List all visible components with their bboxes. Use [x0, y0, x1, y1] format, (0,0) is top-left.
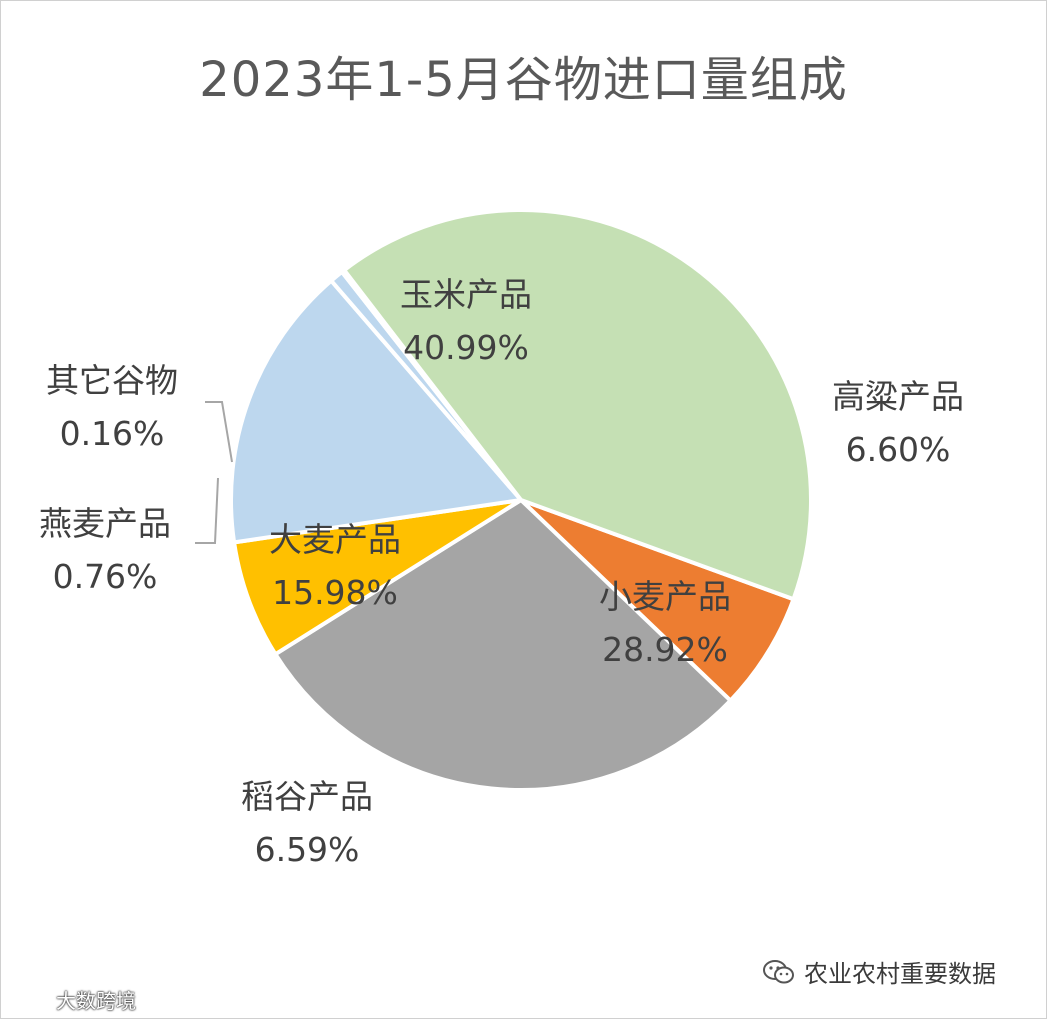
- leader-line: [195, 477, 219, 544]
- pie-slice: [232, 498, 523, 657]
- slice-labels: 高粱产品 6.60% 小麦产品 28.92% 稻谷产品 6.59% 大麦产品 15.98% 燕麦…: [39, 275, 964, 869]
- chart-title: 2023年1-5月谷物进口量组成: [199, 52, 848, 108]
- slice-value-label: 6.60%: [846, 430, 951, 469]
- slice-value-label: 28.92%: [602, 630, 728, 669]
- slice-value-label: 0.16%: [60, 414, 165, 453]
- leader-lines: [195, 401, 233, 544]
- slice-category-label: 玉米产品: [400, 275, 532, 314]
- slice-value-label: 6.59%: [255, 830, 360, 869]
- watermark-right-text: 农业农村重要数据: [804, 960, 996, 988]
- watermark-left: 大数跨境: [10, 985, 136, 1014]
- pie-slice: [273, 498, 733, 792]
- slice-value-label: 0.76%: [53, 557, 158, 596]
- slice-value-label: 40.99%: [403, 328, 529, 367]
- slice-category-label: 其它谷物: [46, 361, 178, 400]
- pie-slices: [229, 208, 813, 792]
- pie-slice: [342, 208, 813, 602]
- slice-category-label: 燕麦产品: [39, 504, 171, 543]
- slice-category-label: 稻谷产品: [241, 777, 373, 816]
- slice-value-label: 15.98%: [272, 573, 398, 612]
- pie-slice: [519, 498, 796, 703]
- slice-category-label: 大麦产品: [269, 520, 401, 559]
- wechat-icon: [763, 959, 794, 983]
- watermark-left-text: 大数跨境: [56, 989, 136, 1013]
- slice-category-label: 高粱产品: [832, 377, 964, 416]
- pie-slice: [229, 278, 523, 545]
- slice-category-label: 小麦产品: [599, 577, 731, 616]
- eye-logo-icon: [12, 990, 45, 1008]
- leader-line: [205, 401, 233, 463]
- watermark-right: 农业农村重要数据: [762, 954, 996, 989]
